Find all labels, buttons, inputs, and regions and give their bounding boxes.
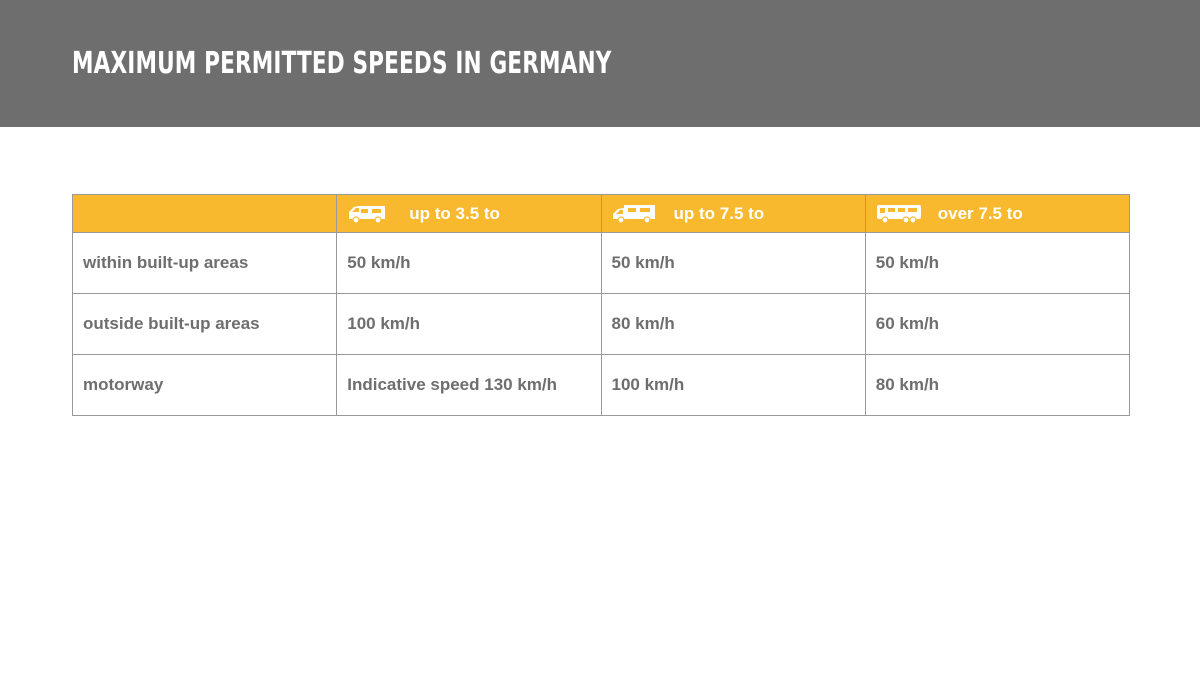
large-motorhome-icon [876, 203, 921, 225]
header-bar: MAXIMUM PERMITTED SPEEDS IN GERMANY [0, 0, 1200, 127]
speed-limit-table: up to 3.5 to up to 7 [71, 194, 1131, 416]
header-label-up-to-7-5: up to 7.5 to [673, 203, 765, 223]
table-header-row: up to 3.5 to up to 7 [71, 194, 1131, 233]
motorhome-icon [612, 203, 655, 225]
header-label-over-7-5: over 7.5 to [937, 203, 1023, 223]
table-cell: 80 km/h [864, 354, 1131, 416]
table-cell: 50 km/h [864, 232, 1131, 294]
table-row-built-up: within built-up areas 50 km/h 50 km/h 50… [71, 232, 1131, 294]
header-cell-empty [71, 194, 338, 233]
row-label: motorway [71, 354, 338, 416]
table-cell: 100 km/h [600, 354, 866, 416]
van-icon [347, 203, 387, 225]
table-cell: Indicative speed 130 km/h [336, 354, 602, 416]
header-cell-up-to-7-5: up to 7.5 to [600, 194, 866, 233]
table-cell: 100 km/h [336, 293, 602, 355]
table-row-outside-built-up: outside built-up areas 100 km/h 80 km/h … [71, 293, 1131, 355]
row-label: within built-up areas [71, 232, 338, 294]
table-cell: 60 km/h [864, 293, 1131, 355]
header-cell-up-to-3-5: up to 3.5 to [336, 194, 602, 233]
header-cell-over-7-5: over 7.5 to [864, 194, 1131, 233]
page-title: MAXIMUM PERMITTED SPEEDS IN GERMANY [72, 46, 612, 81]
row-label: outside built-up areas [71, 293, 338, 355]
table-cell: 50 km/h [336, 232, 602, 294]
table-row-motorway: motorway Indicative speed 130 km/h 100 k… [71, 354, 1131, 416]
table-cell: 50 km/h [600, 232, 866, 294]
header-label-up-to-3-5: up to 3.5 to [409, 203, 500, 223]
table-cell: 80 km/h [600, 293, 866, 355]
